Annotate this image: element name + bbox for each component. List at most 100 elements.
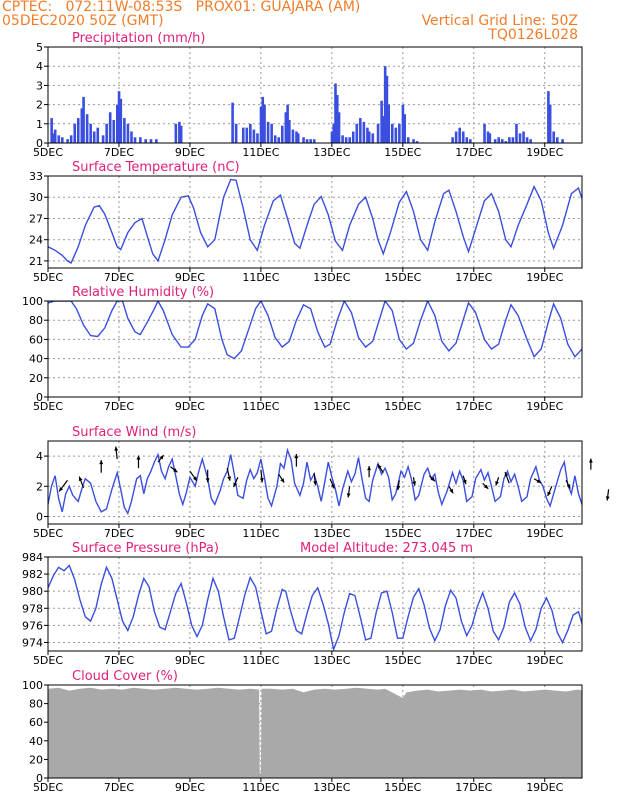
- x-tick-label: 15DEC: [384, 146, 421, 159]
- precip-bar: [351, 131, 355, 143]
- precip-bar: [348, 137, 351, 143]
- precip-bar: [112, 119, 116, 143]
- x-tick-label: 19DEC: [526, 781, 563, 794]
- precip-bar: [82, 96, 85, 143]
- header-date: 05DEC2020 50Z (GMT): [2, 13, 164, 29]
- x-tick-label: 13DEC: [313, 654, 350, 667]
- panel-title: Surface Pressure (hPa): [72, 541, 219, 556]
- precip-bar: [252, 129, 256, 143]
- precip-bar: [80, 108, 84, 143]
- panel-temperature: 21 24 27 30 33 5DEC 7DEC 9DEC 11DEC 13DEC 15DEC 17D…: [29, 160, 583, 284]
- series-line: [48, 447, 582, 516]
- precip-bar: [261, 96, 265, 143]
- precip-bar: [288, 119, 291, 143]
- wind-arrow-head: [330, 484, 335, 489]
- precip-bar: [139, 137, 142, 143]
- header-grid-info: Vertical Grid Line: 50Z: [421, 13, 578, 29]
- x-tick-label: 9DEC: [175, 527, 205, 540]
- precip-bar: [249, 123, 252, 143]
- wind-arrow-head: [396, 485, 401, 491]
- wind-arrow: [547, 486, 553, 497]
- wind-arrow: [278, 473, 285, 483]
- precip-bar: [144, 139, 147, 143]
- precip-bar: [366, 127, 369, 143]
- precip-bar: [296, 133, 300, 143]
- panel-title: Surface Wind (m/s): [72, 425, 196, 440]
- precip-bar: [398, 123, 401, 143]
- x-tick-label: 11DEC: [242, 400, 279, 413]
- precip-bar: [555, 137, 559, 143]
- y-tick-label: 60: [29, 716, 43, 729]
- wind-arrow-head: [346, 493, 351, 498]
- wind-arrow-head: [462, 479, 467, 485]
- precip-bar: [52, 133, 55, 143]
- wind-arrow: [294, 454, 299, 467]
- wind-arrow: [533, 478, 542, 484]
- x-tick-label: 7DEC: [104, 654, 134, 667]
- precip-bar: [401, 104, 405, 143]
- precip-bar: [270, 123, 273, 143]
- x-tick-label: 13DEC: [313, 271, 350, 284]
- precip-bar: [92, 131, 96, 143]
- precip-bar: [529, 139, 532, 143]
- panel-frame: [47, 556, 583, 652]
- precip-bar: [149, 139, 153, 143]
- precip-bar: [406, 137, 410, 143]
- precip-bar: [461, 131, 465, 143]
- precip-bar: [525, 137, 529, 143]
- precip-bar: [89, 123, 92, 143]
- x-tick-label: 19DEC: [526, 146, 563, 159]
- x-tick-label: 17DEC: [455, 527, 492, 540]
- precip-bar: [500, 139, 504, 143]
- y-tick-label: 20: [29, 753, 43, 766]
- x-tick-label: 19DEC: [526, 400, 563, 413]
- precip-bar: [394, 127, 398, 143]
- precip-bar: [508, 137, 511, 143]
- precip-bar: [241, 127, 245, 143]
- precip-bar: [309, 139, 312, 143]
- y-tick-label: 0: [36, 391, 43, 404]
- wind-arrow: [114, 446, 119, 460]
- x-tick-label: 9DEC: [175, 400, 205, 413]
- y-tick-label: 27: [29, 212, 43, 225]
- x-tick-label: 5DEC: [33, 527, 63, 540]
- precip-bar: [522, 131, 525, 143]
- wind-arrow-head: [159, 455, 164, 460]
- wind-arrow-head: [588, 458, 593, 463]
- precip-bar: [105, 123, 108, 143]
- precip-bar: [469, 139, 472, 143]
- precip-bar: [367, 131, 371, 143]
- y-tick-label: 980: [22, 585, 43, 598]
- wind-arrow: [58, 479, 68, 492]
- precip-bar: [273, 135, 277, 143]
- wind-arrow: [99, 460, 104, 473]
- panel-precip: 0 1 2 3 4 5 5DEC 7DEC 9DEC 11DEC 13DEC 15DEC 17DEC 19…: [33, 31, 583, 159]
- x-tick-label: 7DEC: [104, 271, 134, 284]
- precip-bar: [101, 135, 105, 143]
- precip-bar: [376, 123, 380, 143]
- x-tick-label: 7DEC: [104, 527, 134, 540]
- panel-title: Precipitation (mm/h): [72, 31, 205, 46]
- precip-bar: [126, 123, 130, 143]
- precip-bar: [385, 75, 389, 143]
- precip-bar: [332, 123, 336, 143]
- precip-bar: [552, 131, 556, 143]
- precip-bar: [355, 123, 359, 143]
- precip-bar: [483, 123, 486, 143]
- y-tick-label: 1: [36, 118, 43, 131]
- panel-title: Relative Humidity (%): [72, 285, 214, 300]
- precip-bar: [178, 121, 181, 143]
- precip-bar: [50, 118, 53, 143]
- wind-arrow: [377, 463, 384, 474]
- panel-wind: 0 2 4 5DEC 7DEC 9DEC 11DEC 13DEC 15DEC 17DEC 19DEC…: [33, 425, 610, 540]
- x-tick-label: 7DEC: [104, 146, 134, 159]
- precip-bar: [511, 137, 515, 143]
- y-tick-label: 0: [36, 137, 43, 150]
- precip-bar: [155, 139, 158, 143]
- wind-arrow-head: [205, 478, 210, 483]
- panel-frame: [47, 300, 583, 398]
- x-tick-label: 19DEC: [526, 527, 563, 540]
- y-tick-label: 21: [29, 255, 43, 268]
- x-tick-label: 15DEC: [384, 527, 421, 540]
- header-station: CPTEC: 072:11W-08:53S PROX01: GUAJARA (A…: [2, 0, 361, 15]
